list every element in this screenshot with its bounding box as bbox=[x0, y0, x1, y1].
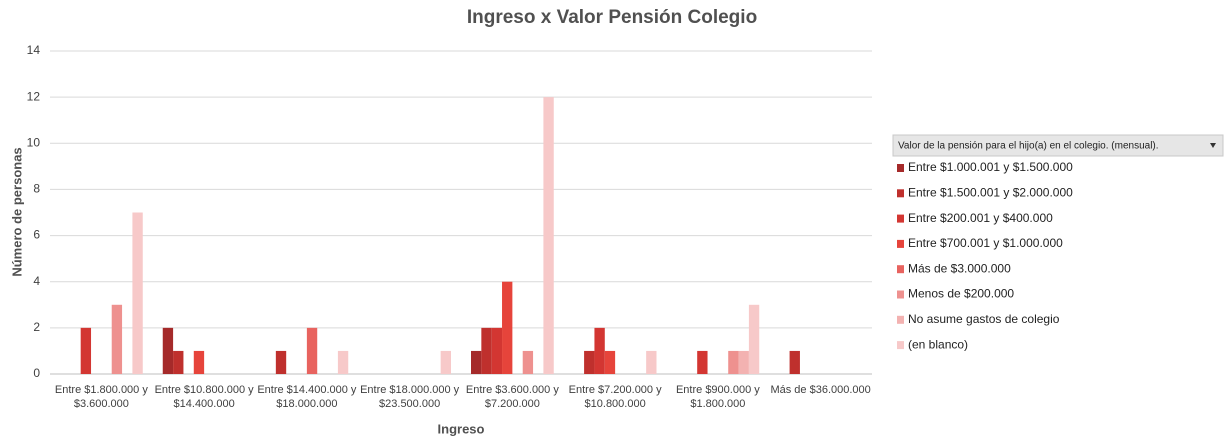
legend-header[interactable] bbox=[892, 134, 1224, 157]
legend-swatch bbox=[897, 164, 904, 172]
legend-label: Entre $1.500.001 y $2.000.000 bbox=[908, 185, 1073, 199]
bar bbox=[193, 350, 205, 374]
bar bbox=[481, 327, 492, 374]
bar bbox=[646, 350, 657, 374]
legend-label: Entre $1.000.001 y $1.500.000 bbox=[908, 160, 1073, 174]
bar bbox=[502, 281, 513, 374]
bar bbox=[306, 327, 318, 374]
x-tick-label: Entre $3.600.000 y $7.200.000 bbox=[465, 384, 559, 410]
legend-label: (en blanco) bbox=[908, 337, 968, 351]
bar bbox=[748, 304, 760, 374]
chart-title: Ingreso x Valor Pensión Colegio bbox=[467, 7, 757, 28]
bar bbox=[738, 350, 749, 374]
bar bbox=[111, 304, 123, 374]
bar bbox=[173, 350, 184, 374]
bar bbox=[162, 327, 174, 374]
y-tick-label: 14 bbox=[27, 43, 41, 57]
legend-label: Menos de $200.000 bbox=[908, 287, 1014, 301]
bar bbox=[697, 350, 708, 374]
y-tick-label: 4 bbox=[33, 274, 40, 288]
y-tick-label: 10 bbox=[27, 135, 41, 149]
bar bbox=[594, 327, 605, 374]
legend-swatch bbox=[897, 315, 904, 324]
bar bbox=[275, 350, 287, 374]
bar bbox=[522, 350, 534, 374]
legend-label: Entre $700.001 y $1.000.000 bbox=[908, 236, 1063, 250]
legend-swatch bbox=[897, 239, 904, 248]
x-tick-label: Entre $10.800.000 y $14.400.000 bbox=[154, 384, 254, 410]
legend-title: Valor de la pensión para el hijo(a) en e… bbox=[898, 141, 1159, 152]
y-tick-label: 2 bbox=[33, 320, 40, 334]
x-tick-label: Entre $1.800.000 y $3.600.000 bbox=[54, 384, 148, 410]
legend-label: Más de $3.000.000 bbox=[908, 261, 1011, 275]
x-tick-label: Entre $18.000.000 y $23.500.000 bbox=[360, 384, 460, 410]
legend-swatch bbox=[897, 290, 904, 299]
bar bbox=[789, 350, 800, 374]
legend-swatch bbox=[897, 214, 904, 223]
x-tick-label: Más de $36.000.000 bbox=[770, 384, 871, 396]
bar bbox=[728, 350, 739, 374]
y-tick-label: 0 bbox=[33, 366, 40, 380]
legend-swatch bbox=[897, 265, 904, 274]
y-tick-label: 12 bbox=[27, 89, 41, 103]
legend-swatch bbox=[897, 341, 904, 350]
bar bbox=[584, 350, 595, 374]
x-tick-label: Entre $7.200.000 y $10.800.000 bbox=[568, 384, 662, 410]
bar bbox=[491, 327, 503, 374]
bar bbox=[604, 350, 616, 374]
x-tick-label: Entre $900.000 y $1.800.000 bbox=[675, 384, 760, 410]
y-tick-label: 8 bbox=[33, 182, 40, 196]
bar bbox=[543, 97, 554, 375]
legend-label: Entre $200.001 y $400.000 bbox=[908, 211, 1053, 225]
bar bbox=[80, 327, 92, 374]
y-axis-title: Número de personas bbox=[9, 147, 24, 276]
legend-swatch bbox=[897, 189, 904, 198]
x-axis-title: Ingreso bbox=[438, 421, 485, 436]
bar bbox=[471, 350, 482, 374]
bar bbox=[337, 350, 349, 374]
bar bbox=[132, 212, 143, 374]
legend-label: No asume gastos de colegio bbox=[908, 312, 1060, 326]
bar bbox=[440, 350, 451, 374]
x-tick-label: Entre $14.400.000 y $18.000.000 bbox=[257, 384, 357, 410]
y-tick-label: 6 bbox=[33, 228, 40, 242]
dropdown-arrow[interactable] bbox=[1210, 143, 1216, 148]
